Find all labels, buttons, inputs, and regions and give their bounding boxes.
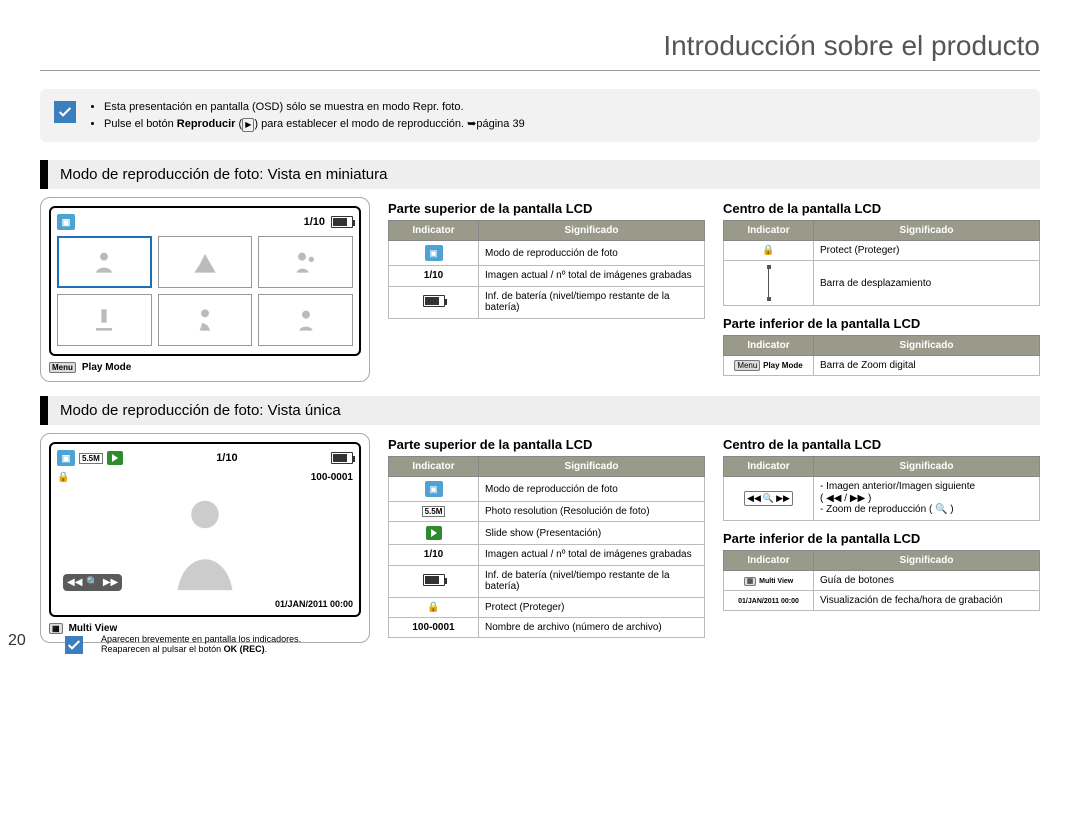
play-key-icon: ▶ [242,118,254,132]
resolution-icon: 5.5M [79,453,103,464]
table-row: 🔒Protect (Proteger) [724,241,1040,261]
single-bottom-title: Parte inferior de la pantalla LCD [723,531,1040,546]
note-text: Esta presentación en pantalla (OSD) sólo… [88,99,525,132]
thumbnail-5[interactable] [158,294,253,346]
thumbnail-4[interactable] [57,294,152,346]
photo-mode-icon: ▣ [425,245,443,261]
page-title: Introducción sobre el producto [40,30,1040,62]
lcd-single: ▣ 5.5M 1/10 🔒 100-0001 [40,433,370,643]
note-line-1: Esta presentación en pantalla (OSD) sólo… [104,99,525,116]
battery-icon [331,452,353,464]
lcd-thumb-footer: Menu Play Mode [49,362,361,373]
table-row: ◀◀🔍▶▶ - Imagen anterior/Imagen siguiente… [724,477,1040,521]
next-icon[interactable]: ▶▶ [103,577,118,588]
lock-icon: 🔒 [57,472,69,483]
section-single-title: Modo de reproducción de foto: Vista únic… [48,396,1040,425]
thumbnail-6[interactable] [258,294,353,346]
table-row: 5.5MPhoto resolution (Resolución de foto… [389,502,705,522]
check-note-icon [54,101,76,123]
footnote-line-1: Aparecen brevemente en pantalla los indi… [101,634,301,644]
battery-icon [423,574,445,586]
battery-icon [331,216,353,228]
lcd-single-counter: 1/10 [123,452,331,464]
single-top-table: IndicatorSignificado ▣Modo de reproducci… [388,456,705,638]
thumb-center-title: Centro de la pantalla LCD [723,201,1040,216]
multiview-chip-icon: ▦ [744,577,757,586]
title-rule [40,70,1040,71]
thumb-bottom-title: Parte inferior de la pantalla LCD [723,316,1040,331]
lock-icon: 🔒 [427,602,439,613]
table-row: Barra de desplazamiento [724,261,1040,306]
note-box-top: Esta presentación en pantalla (OSD) sólo… [40,89,1040,142]
note-box-bottom: Aparecen brevemente en pantalla los indi… [65,634,301,654]
section-thumbnail-title: Modo de reproducción de foto: Vista en m… [48,160,1040,189]
photo-mode-icon: ▣ [57,214,75,230]
menu-chip-icon: Menu [734,360,760,371]
table-row: 1/10Imagen actual / nº total de imágenes… [389,545,705,566]
table-row: ▣Modo de reproducción de foto [389,477,705,502]
menu-chip-icon: Menu [49,362,76,373]
lcd-single-footer: ▦ Multi View [49,623,361,634]
thumb-bottom-table: IndicatorSignificado Menu Play ModeBarra… [723,335,1040,376]
single-center-title: Centro de la pantalla LCD [723,437,1040,452]
single-center-table: IndicatorSignificado ◀◀🔍▶▶ - Imagen ante… [723,456,1040,521]
single-top-title: Parte superior de la pantalla LCD [388,437,705,452]
photo-mode-icon: ▣ [425,481,443,497]
table-row: Slide show (Presentación) [389,522,705,545]
prev-icon[interactable]: ◀◀ [67,577,82,588]
note-line-2: Pulse el botón Reproducir (▶) para estab… [104,116,525,133]
lcd-date: 01/JAN/2011 00:00 [57,599,353,609]
single-bottom-table: IndicatorSignificado ▦ Multi ViewGuía de… [723,550,1040,612]
section-thumbnail-bar: Modo de reproducción de foto: Vista en m… [40,160,1040,189]
nav-zoom-icon: ◀◀🔍▶▶ [744,491,793,506]
battery-icon [423,295,445,307]
thumbnail-3[interactable] [258,236,353,288]
thumb-top-title: Parte superior de la pantalla LCD [388,201,705,216]
slideshow-icon [426,526,442,540]
thumb-center-table: IndicatorSignificado 🔒Protect (Proteger)… [723,220,1040,306]
zoom-icon[interactable]: 🔍 [86,577,98,588]
table-row: ▣Modo de reproducción de foto [389,241,705,266]
lcd-thumbnail: ▣ 1/10 Men [40,197,370,382]
table-row: 01/JAN/2011 00:00Visualización de fecha/… [724,590,1040,611]
section-single-bar: Modo de reproducción de foto: Vista únic… [40,396,1040,425]
thumb-top-table: IndicatorSignificado ▣Modo de reproducci… [388,220,705,319]
nav-zoom-overlay[interactable]: ◀◀ 🔍 ▶▶ [63,574,122,591]
footnote-line-2: Reaparecen al pulsar el botón OK (REC). [101,644,301,654]
thumbnail-grid [57,236,353,346]
scrollbar-icon [730,265,807,301]
table-row: 100-0001Nombre de archivo (número de arc… [389,617,705,637]
thumbnail-1[interactable] [57,236,152,288]
thumbnail-2[interactable] [158,236,253,288]
multiview-chip-icon: ▦ [49,623,63,634]
table-row: ▦ Multi ViewGuía de botones [724,570,1040,590]
page-number: 20 [8,632,26,650]
table-row: 1/10Imagen actual / nº total de imágenes… [389,266,705,287]
photo-mode-icon: ▣ [57,450,75,466]
table-row: Inf. de batería (nivel/tiempo restante d… [389,286,705,318]
table-row: Inf. de batería (nivel/tiempo restante d… [389,565,705,597]
file-number: 100-0001 [311,472,353,483]
slideshow-icon [107,451,123,465]
lock-icon: 🔒 [762,245,774,256]
lcd-thumb-counter: 1/10 [304,216,325,228]
single-photo-preview: ◀◀ 🔍 ▶▶ [57,487,353,597]
resolution-icon: 5.5M [422,506,446,517]
table-row: Menu Play ModeBarra de Zoom digital [724,356,1040,376]
check-note-icon [65,636,83,654]
table-row: 🔒Protect (Proteger) [389,597,705,617]
